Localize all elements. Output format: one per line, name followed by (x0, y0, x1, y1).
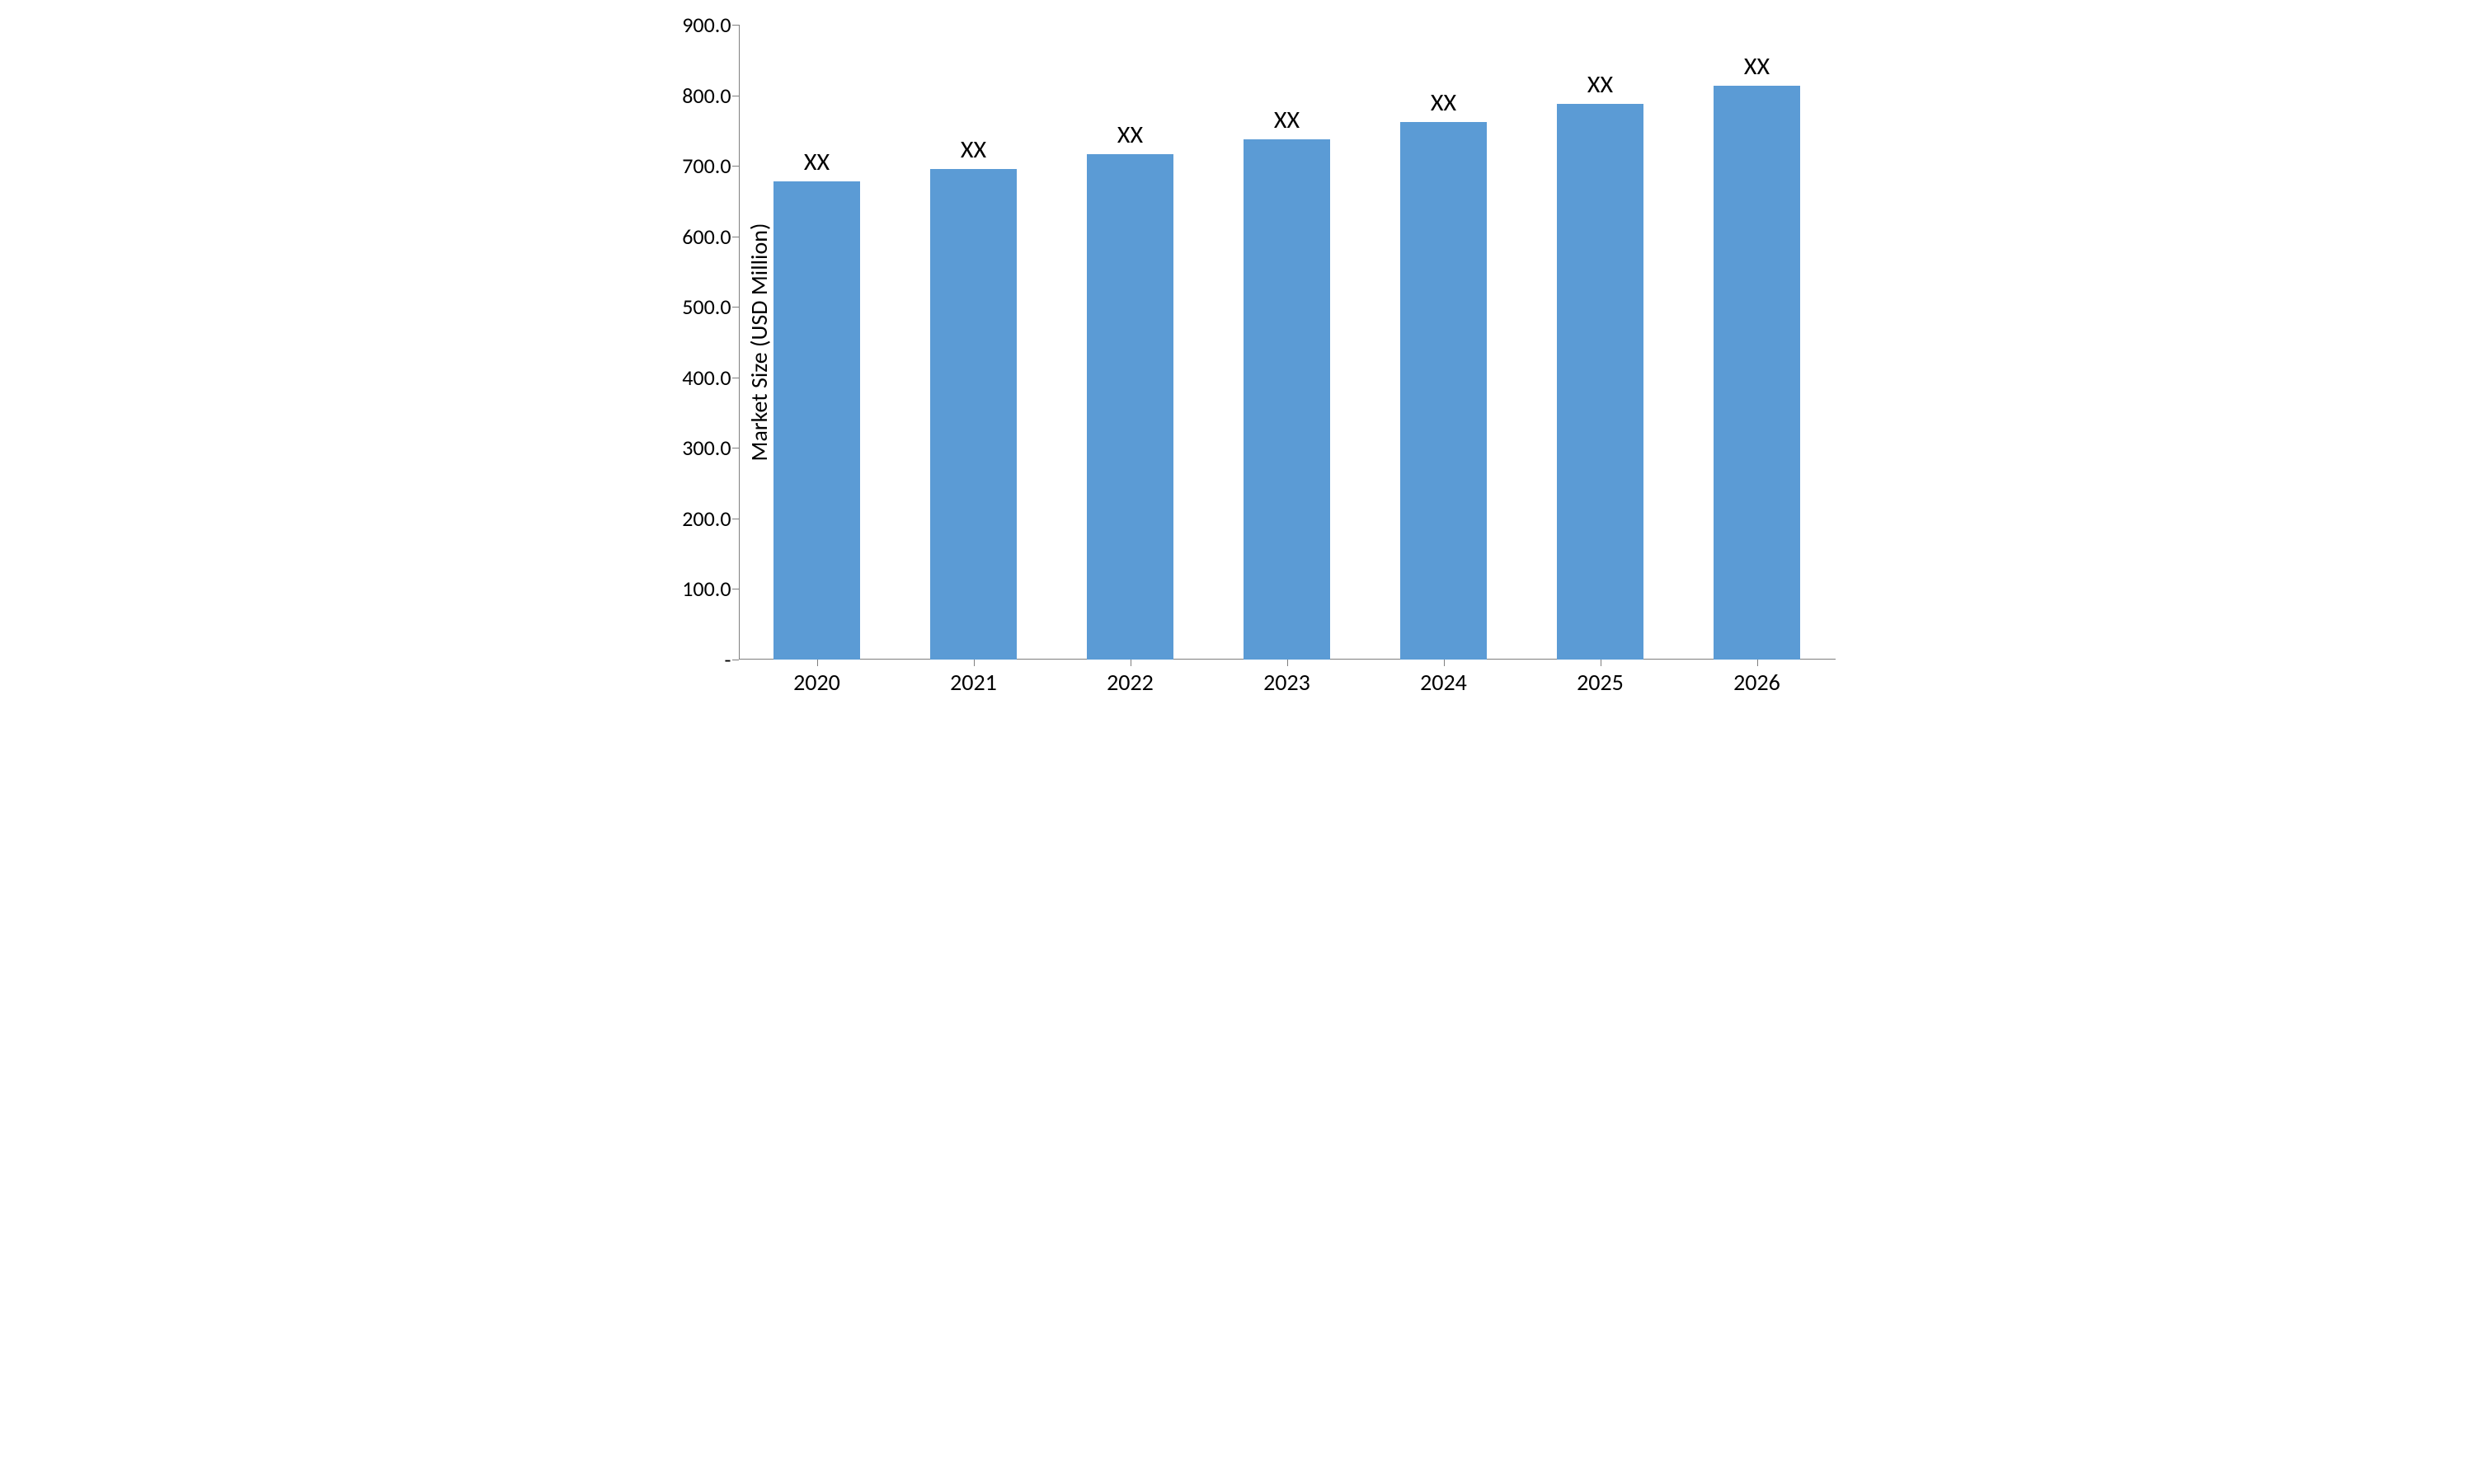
x-tick-label: 2025 (1551, 668, 1650, 697)
bar-value-label: XX (1394, 87, 1493, 118)
bar (1557, 104, 1643, 660)
x-tick-label: 2024 (1394, 668, 1493, 697)
y-tick-label: 700.0 (632, 153, 731, 179)
y-tick-label: 100.0 (632, 575, 731, 602)
bar-value-label: XX (1081, 120, 1180, 150)
y-tick-label: 200.0 (632, 505, 731, 532)
y-tick-label: - (632, 646, 731, 673)
bar (1087, 154, 1173, 660)
y-tick-mark (732, 25, 739, 26)
y-tick-label: 900.0 (632, 12, 731, 38)
y-axis-line (739, 25, 740, 660)
y-tick-mark (732, 166, 739, 167)
x-tick-mark (1444, 660, 1445, 666)
bar-value-label: XX (924, 134, 1023, 165)
x-tick-label: 2020 (768, 668, 867, 697)
x-tick-label: 2022 (1081, 668, 1180, 697)
bar (773, 181, 860, 660)
y-tick-label: 400.0 (632, 364, 731, 391)
x-tick-mark (974, 660, 975, 666)
x-tick-mark (817, 660, 818, 666)
bar-value-label: XX (1708, 51, 1807, 82)
y-tick-mark (732, 307, 739, 308)
x-tick-label: 2021 (924, 668, 1023, 697)
y-tick-label: 800.0 (632, 82, 731, 109)
bar (930, 169, 1017, 660)
bar-value-label: XX (1551, 69, 1650, 100)
x-tick-label: 2026 (1708, 668, 1807, 697)
y-tick-label: 300.0 (632, 434, 731, 461)
x-tick-mark (1757, 660, 1758, 666)
bar-value-label: XX (1238, 105, 1337, 135)
bar-value-label: XX (768, 147, 867, 177)
bar (1714, 86, 1800, 660)
y-tick-label: 500.0 (632, 294, 731, 320)
bar (1244, 139, 1330, 660)
x-tick-label: 2023 (1238, 668, 1337, 697)
y-tick-label: 600.0 (632, 223, 731, 250)
bar (1400, 122, 1487, 660)
x-tick-mark (1287, 660, 1288, 666)
bar-chart: Market Size (USD Million) -100.0200.0300… (623, 0, 1869, 742)
